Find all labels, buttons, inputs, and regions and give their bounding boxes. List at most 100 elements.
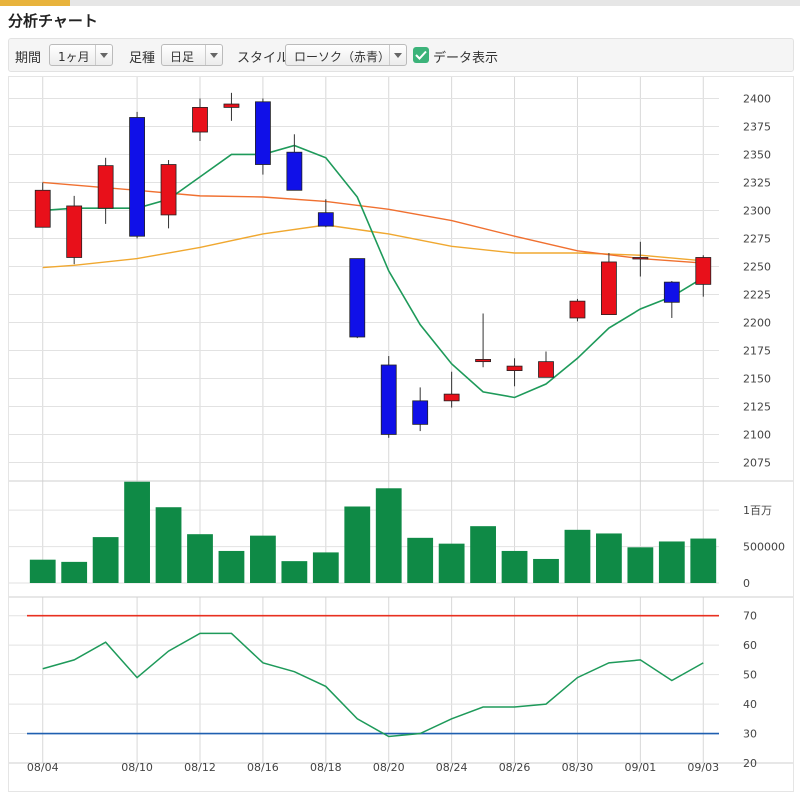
price-tick-label: 2275 — [743, 232, 771, 245]
show-data-checkbox[interactable] — [413, 47, 429, 63]
rsi-tick-label: 20 — [743, 757, 757, 770]
price-tick-label: 2300 — [743, 204, 771, 217]
volume-tick-label: 1百万 — [743, 504, 772, 517]
panel-title: 分析チャート — [8, 12, 98, 30]
candle-body — [66, 205, 83, 258]
chevron-down-icon — [389, 45, 406, 65]
rsi-tick-label: 50 — [743, 669, 757, 682]
volume-bar — [250, 535, 276, 583]
x-tick-label: 08/10 — [121, 761, 153, 774]
top-border — [0, 0, 800, 6]
gridlines — [9, 77, 793, 764]
volume-bar — [281, 561, 308, 583]
candle-body — [506, 365, 523, 371]
price-tick-label: 2200 — [743, 316, 771, 329]
x-tick-label: 08/20 — [373, 761, 405, 774]
volume-bar — [501, 550, 528, 583]
candle-body — [129, 117, 145, 237]
volume-bar — [155, 507, 182, 583]
chevron-down-icon — [95, 45, 112, 65]
volume-bar — [218, 550, 245, 583]
volume-bar — [533, 558, 559, 583]
volume-bar — [375, 488, 402, 583]
price-tick-label: 2325 — [743, 176, 771, 189]
period-select[interactable]: 1ヶ月 — [49, 44, 113, 66]
price-tick-label: 2125 — [743, 400, 771, 413]
candle-body — [160, 164, 177, 216]
volume-bar — [564, 529, 591, 583]
candle-label: 足種 — [129, 51, 156, 66]
show-data-label: データ表示 — [433, 51, 499, 66]
volume-bar — [470, 526, 496, 583]
title-accent — [0, 0, 70, 6]
period-value: 1ヶ月 — [58, 50, 90, 64]
chart-toolbar: 期間 1ヶ月 足種 日足 スタイル ローソク（赤青） データ表示 — [8, 38, 794, 72]
candle-body — [380, 364, 397, 435]
candle-body — [192, 106, 208, 133]
candle-body — [349, 258, 366, 338]
moving-averages — [42, 144, 704, 399]
volume-tick-label: 500000 — [743, 541, 785, 554]
price-tick-label: 2175 — [743, 344, 771, 357]
ma-short-line — [42, 144, 704, 399]
chart-area: 08/04 08/10 08/12 08/16 08/18 08/20 08/24 08/26… — [8, 76, 794, 792]
x-tick-label: 08/16 — [247, 761, 279, 774]
volume-bar — [596, 533, 622, 583]
price-tick-label: 2075 — [743, 456, 771, 469]
volume-bar — [29, 559, 56, 583]
period-label: 期間 — [15, 51, 42, 66]
candle-body — [317, 212, 334, 227]
rsi-tick-label: 30 — [743, 728, 757, 741]
rsi-line — [42, 632, 704, 738]
candle-body — [34, 189, 51, 228]
candle-body — [569, 300, 586, 319]
candle-body — [97, 165, 114, 209]
x-tick-label: 08/26 — [499, 761, 531, 774]
candle-value: 日足 — [170, 50, 195, 64]
volume-bars — [29, 481, 717, 583]
rsi-tick-label: 40 — [743, 698, 757, 711]
x-tick-label: 08/12 — [184, 761, 216, 774]
style-label: スタイル — [237, 51, 290, 66]
volume-bar — [61, 561, 88, 583]
candle-body — [632, 257, 649, 260]
price-tick-label: 2350 — [743, 148, 771, 161]
candle-body — [223, 103, 240, 108]
x-tick-label: 08/04 — [27, 761, 59, 774]
volume-tick-label: 0 — [743, 577, 750, 590]
volume-bar — [312, 552, 339, 583]
x-tick-label: 08/18 — [310, 761, 342, 774]
candle-body — [695, 257, 712, 285]
candle-body — [286, 151, 303, 191]
volume-bar — [187, 534, 213, 583]
candle-body — [475, 358, 491, 363]
x-tick-label: 09/03 — [687, 761, 719, 774]
candle-body — [443, 393, 460, 402]
style-value: ローソク（赤青） — [294, 50, 391, 64]
candle-body — [255, 101, 271, 165]
candle-body — [538, 361, 554, 378]
price-tick-label: 2250 — [743, 260, 771, 273]
price-tick-label: 2225 — [743, 288, 771, 301]
price-tick-label: 2375 — [743, 120, 771, 133]
volume-bar — [92, 537, 119, 583]
x-tick-label: 08/30 — [562, 761, 594, 774]
volume-bar — [344, 506, 371, 583]
volume-bar — [690, 538, 717, 583]
analysis-chart: 08/04 08/10 08/12 08/16 08/18 08/20 08/24 08/26… — [9, 77, 793, 774]
candlesticks — [34, 92, 712, 438]
rsi-tick-label: 70 — [743, 610, 757, 623]
x-tick-label: 08/24 — [436, 761, 468, 774]
chevron-down-icon — [205, 45, 222, 65]
volume-bar — [627, 547, 654, 583]
price-tick-label: 2100 — [743, 428, 771, 441]
candle-body — [412, 400, 429, 425]
volume-bar — [124, 481, 150, 583]
candle-body — [663, 281, 680, 303]
candle-select[interactable]: 日足 — [161, 44, 223, 66]
volume-bar — [407, 537, 434, 583]
price-tick-label: 2150 — [743, 372, 771, 385]
rsi-lines — [27, 614, 719, 738]
style-select[interactable]: ローソク（赤青） — [285, 44, 407, 66]
ma-mid-line — [42, 181, 704, 264]
